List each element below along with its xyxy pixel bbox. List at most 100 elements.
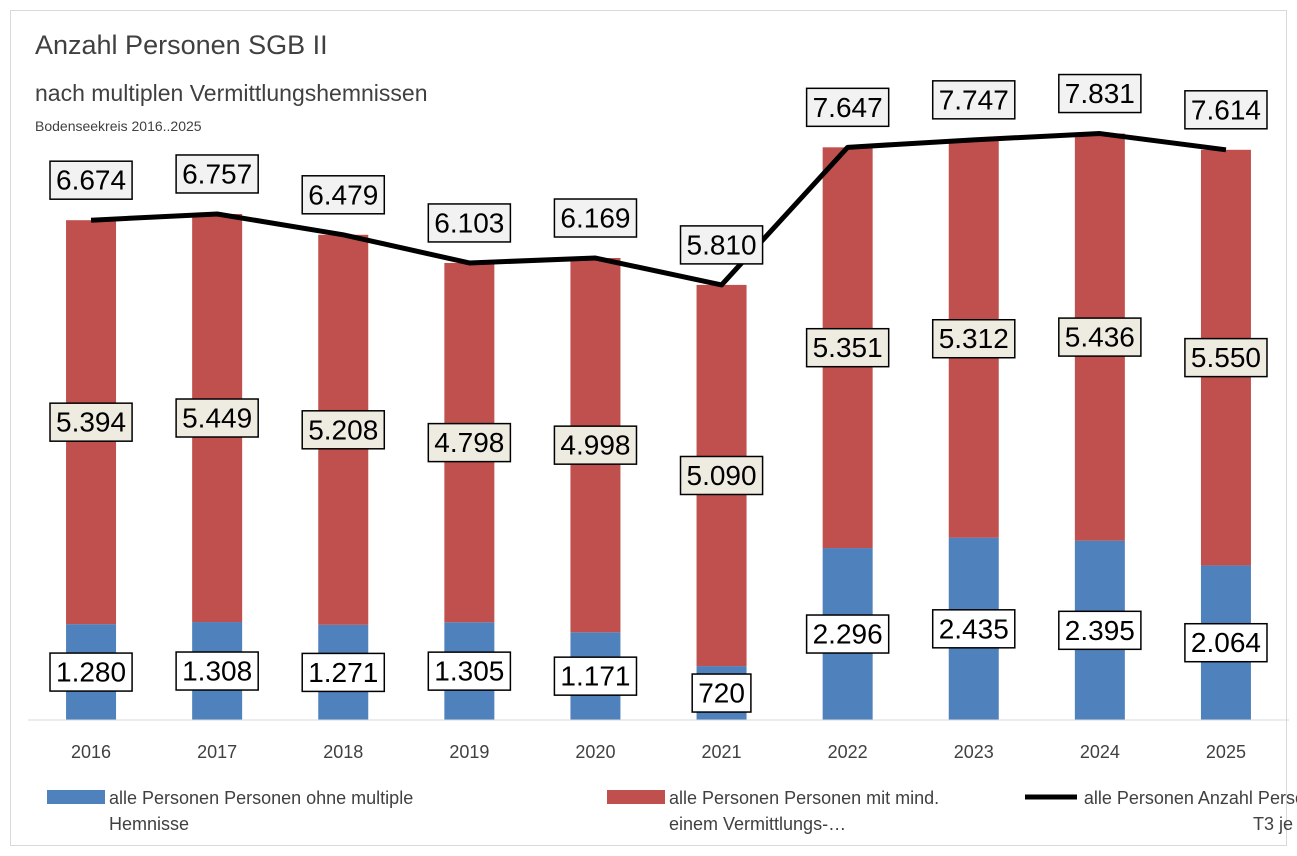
data-label-box: [301, 175, 386, 215]
data-label: 1.280: [49, 652, 133, 692]
x-tick-label: 2024: [1080, 742, 1120, 762]
data-label-text: 4.998: [560, 430, 630, 461]
data-label-box: [931, 80, 1016, 120]
x-tick-label: 2021: [702, 742, 742, 762]
data-label: 2.296: [805, 614, 890, 654]
data-label-text: 5.090: [687, 460, 757, 491]
data-label-text: 5.208: [308, 414, 378, 445]
x-tick-label: 2020: [575, 742, 615, 762]
data-label-text: 6.479: [308, 179, 378, 210]
data-label-box: [679, 455, 764, 496]
data-label: 4.798: [427, 422, 512, 463]
data-label-text: 7.647: [813, 92, 883, 123]
data-label-text: 2.435: [939, 613, 1009, 644]
data-label: 6.103: [427, 203, 512, 243]
data-label: 5.550: [1184, 337, 1268, 378]
x-tick-label: 2016: [71, 742, 111, 762]
data-label-text: 5.394: [56, 407, 126, 438]
x-tick-label: 2018: [323, 742, 363, 762]
data-label-text: 6.674: [56, 165, 126, 196]
data-label-text: 1.280: [56, 657, 126, 688]
data-label-box: [805, 327, 890, 368]
data-label-box: [931, 609, 1016, 649]
data-label-text: 2.296: [813, 619, 883, 650]
data-label-box: [553, 425, 638, 465]
x-tick-label: 2022: [828, 742, 868, 762]
legend-swatch: [47, 790, 105, 804]
data-label: 7.614: [1184, 90, 1268, 130]
data-label-text: 7.831: [1065, 78, 1135, 109]
data-label-box: [1058, 610, 1142, 651]
data-label: 5.351: [805, 327, 890, 368]
line-series: [90, 131, 1227, 288]
data-label: 1.171: [553, 656, 638, 696]
data-label-text: 5.810: [687, 229, 757, 260]
data-label-text: 5.449: [182, 403, 252, 434]
data-label-text: 720: [698, 678, 745, 709]
data-label-box: [679, 225, 764, 265]
data-label-box: [301, 410, 386, 450]
data-label: 5.810: [679, 225, 764, 265]
data-label: 720: [691, 673, 752, 713]
data-label: 1.305: [427, 651, 512, 691]
data-label: 2.435: [931, 609, 1016, 649]
legend-label: alle Personen Personen ohne multiple Hem…: [109, 788, 414, 834]
data-label-box: [175, 651, 259, 691]
data-label-text: 1.308: [182, 656, 252, 687]
data-label-text: 1.271: [308, 657, 378, 688]
x-tick-label: 2023: [954, 742, 994, 762]
data-label-text: 5.351: [813, 332, 883, 363]
legend-label: alle Personen Anzahl Personen T3 je Dez.: [1083, 788, 1297, 834]
data-label: 7.647: [805, 87, 890, 128]
data-label-text: 6.169: [560, 203, 630, 234]
data-label: 2.064: [1184, 622, 1268, 663]
data-label-text: 4.798: [434, 427, 504, 458]
data-label: 5.208: [301, 410, 386, 450]
data-label-box: [49, 402, 133, 442]
chart-caption: Bodenseekreis 2016..2025: [35, 118, 202, 134]
data-label-box: [427, 651, 512, 691]
data-label-text: 2.395: [1065, 615, 1135, 646]
data-label-text: 5.550: [1191, 342, 1261, 373]
data-label: 4.998: [553, 425, 638, 465]
legend-label: alle Personen Personen mit mind. einem V…: [669, 788, 940, 834]
frame: [10, 10, 1287, 846]
x-tick-label: 2019: [449, 742, 489, 762]
data-label: 6.479: [301, 175, 386, 215]
data-label: 6.757: [175, 154, 259, 194]
data-label-box: [691, 673, 752, 713]
data-label: 6.169: [553, 198, 638, 238]
data-label-box: [49, 160, 133, 200]
data-label-box: [553, 656, 638, 696]
chart-title: Anzahl Personen SGB II: [35, 30, 328, 60]
data-label: 6.674: [49, 160, 133, 200]
data-label-box: [553, 198, 638, 238]
x-tick-label: 2017: [197, 742, 237, 762]
data-label: 5.449: [175, 398, 259, 438]
data-label-box: [931, 318, 1016, 359]
data-label-text: 2.064: [1191, 627, 1261, 658]
data-label: 2.395: [1058, 610, 1142, 651]
data-label-text: 7.614: [1191, 94, 1261, 125]
data-label: 5.090: [679, 455, 764, 496]
data-label: 5.312: [931, 318, 1016, 359]
data-label-box: [175, 154, 259, 194]
data-label-box: [49, 652, 133, 692]
data-label-text: 6.757: [182, 158, 252, 189]
data-label-box: [1058, 317, 1142, 357]
data-label-box: [301, 652, 386, 693]
data-label-text: 6.103: [434, 207, 504, 238]
data-label: 5.394: [49, 402, 133, 442]
x-tick-label: 2025: [1206, 742, 1246, 762]
data-label-text: 7.747: [939, 84, 1009, 115]
data-label-box: [427, 203, 512, 243]
data-label-text: 1.171: [560, 661, 630, 692]
data-label: 7.831: [1058, 73, 1142, 114]
data-label: 5.436: [1058, 317, 1142, 357]
data-label-box: [805, 87, 890, 128]
data-label-box: [427, 422, 512, 463]
data-label-text: 5.436: [1065, 322, 1135, 353]
data-label: 1.308: [175, 651, 259, 691]
chart-subtitle: nach multiplen Vermittlungshemnissen: [35, 80, 427, 106]
